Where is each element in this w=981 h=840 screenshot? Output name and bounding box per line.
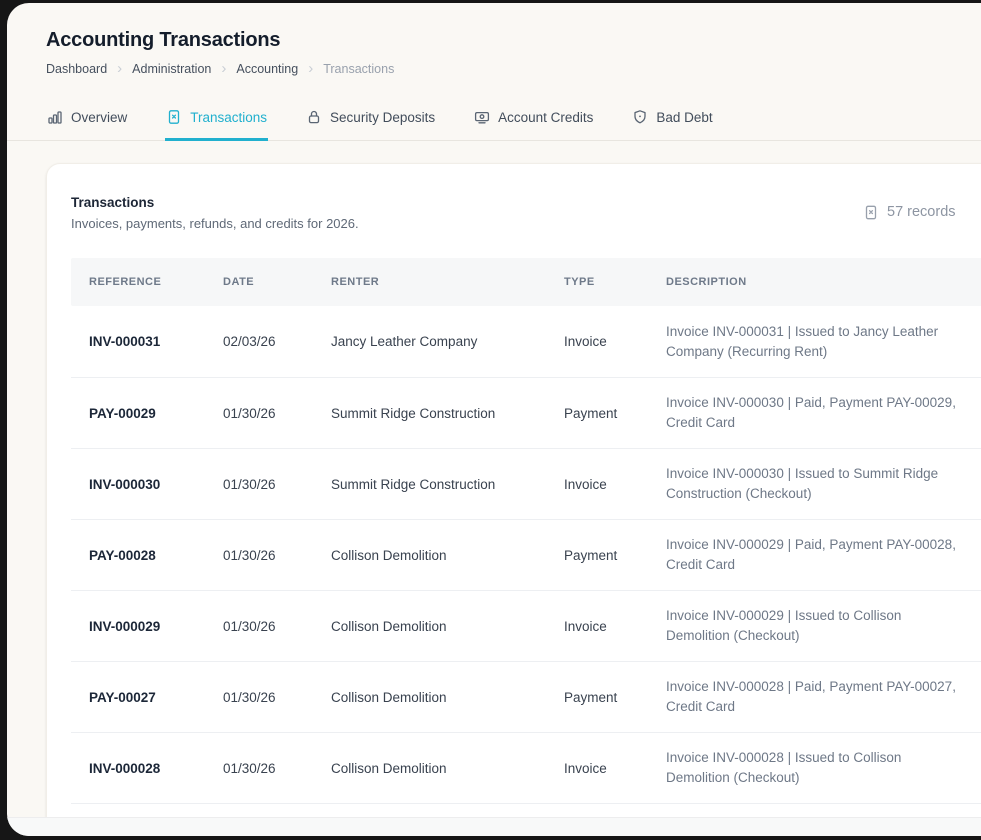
app-window: Accounting Transactions Dashboard › Admini… bbox=[7, 3, 981, 836]
cell-renter: Collison Demolition bbox=[331, 547, 447, 563]
cell-type: Payment bbox=[564, 547, 618, 563]
cell-date: 02/03/26 bbox=[223, 334, 276, 349]
cell-description: Invoice INV-000028 | Issued to Collison … bbox=[666, 750, 902, 785]
cell-description: Invoice INV-000030 | Issued to Summit Ri… bbox=[666, 466, 939, 501]
cell-reference: INV-000031 bbox=[89, 334, 161, 349]
breadcrumb: Dashboard › Administration › Accounting › Tran… bbox=[46, 61, 394, 76]
cell-description: Invoice INV-000030 | Paid, Payment PAY-0… bbox=[666, 395, 956, 430]
records-badge: 57 records bbox=[863, 204, 956, 220]
breadcrumb-item-transactions: Transactions bbox=[323, 61, 395, 76]
cell-renter: Collison Demolition bbox=[331, 760, 447, 776]
cell-description: Invoice INV-000029 | Issued to Collison … bbox=[666, 608, 902, 643]
tab-label: Transactions bbox=[190, 109, 268, 125]
transactions-card: Transactions Invoices, payments, refunds… bbox=[46, 163, 981, 836]
column-header-date: Date bbox=[223, 276, 255, 288]
receipt-icon bbox=[863, 204, 879, 220]
breadcrumb-item-dashboard[interactable]: Dashboard bbox=[46, 61, 108, 76]
column-header-renter: Renter bbox=[331, 276, 380, 288]
card-subtitle: Invoices, payments, refunds, and credits… bbox=[71, 216, 359, 231]
cell-reference: INV-000030 bbox=[89, 476, 161, 492]
cell-date: 01/30/26 bbox=[223, 405, 276, 421]
cell-renter: Collison Demolition bbox=[331, 618, 447, 634]
tab-bar: Overview Transactions Security Deposits Acc… bbox=[7, 107, 981, 141]
cell-reference: PAY-00029 bbox=[89, 405, 156, 421]
breadcrumb-separator-icon: › bbox=[221, 60, 227, 77]
tab-label: Security Deposits bbox=[330, 109, 436, 125]
cell-description: Invoice INV-000028 | Paid, Payment PAY-0… bbox=[666, 679, 956, 714]
records-count: 57 records bbox=[887, 204, 956, 220]
cell-date: 01/30/26 bbox=[223, 760, 276, 776]
cell-date: 01/30/26 bbox=[223, 476, 276, 492]
receipt-icon bbox=[166, 109, 182, 125]
tab-security-deposits[interactable]: Security Deposits bbox=[305, 107, 436, 141]
tab-overview[interactable]: Overview bbox=[46, 107, 128, 141]
cell-reference: PAY-00028 bbox=[89, 547, 156, 563]
cell-reference: INV-000029 bbox=[89, 618, 161, 634]
cell-date: 01/30/26 bbox=[223, 618, 276, 634]
cell-reference: PAY-00027 bbox=[89, 689, 156, 705]
column-header-type: Type bbox=[564, 276, 595, 288]
breadcrumb-separator-icon: › bbox=[117, 60, 123, 77]
cell-date: 01/30/26 bbox=[223, 547, 276, 563]
cell-renter: Summit Ridge Construction bbox=[331, 476, 496, 492]
cell-type: Invoice bbox=[564, 618, 607, 634]
tab-label: Account Credits bbox=[498, 109, 594, 125]
cell-type: Payment bbox=[564, 405, 618, 421]
breadcrumb-item-accounting[interactable]: Accounting bbox=[236, 61, 299, 76]
cell-type: Invoice bbox=[564, 334, 607, 349]
table-body: INV-000031 02/03/26 Jancy Leather Company I… bbox=[71, 306, 981, 804]
table-row[interactable]: INV-000029 01/30/26 Collison Demolition Inv… bbox=[71, 590, 981, 661]
transactions-table: Reference Date Renter Type Description INV-0… bbox=[71, 258, 981, 804]
breadcrumb-item-administration[interactable]: Administration bbox=[132, 61, 212, 76]
cell-type: Invoice bbox=[564, 760, 607, 776]
table-row[interactable]: INV-000030 01/30/26 Summit Ridge Construct… bbox=[71, 448, 981, 519]
tab-bad-debt[interactable]: Bad Debt bbox=[631, 107, 713, 141]
cell-renter: Collison Demolition bbox=[331, 689, 447, 705]
table-row[interactable]: INV-000031 02/03/26 Jancy Leather Company I… bbox=[71, 306, 981, 377]
cell-renter: Summit Ridge Construction bbox=[331, 405, 496, 421]
cell-date: 01/30/26 bbox=[223, 689, 276, 705]
lock-icon bbox=[306, 109, 322, 125]
tab-label: Overview bbox=[71, 109, 128, 125]
breadcrumb-separator-icon: › bbox=[308, 60, 314, 77]
table-header-row: Reference Date Renter Type Description bbox=[71, 258, 981, 306]
table-row[interactable]: PAY-00027 01/30/26 Collison Demolition Paym… bbox=[71, 661, 981, 732]
bar-chart-icon bbox=[47, 109, 63, 125]
cell-type: Payment bbox=[564, 689, 618, 705]
column-header-description: Description bbox=[666, 276, 747, 288]
table-row[interactable]: PAY-00028 01/30/26 Collison Demolition Paym… bbox=[71, 519, 981, 590]
table-row[interactable]: INV-000028 01/30/26 Collison Demolition Inv… bbox=[71, 732, 981, 803]
cell-description: Invoice INV-000031 | Issued to Jancy Lea… bbox=[666, 323, 939, 359]
page-title: Accounting Transactions bbox=[46, 29, 281, 51]
tab-transactions[interactable]: Transactions bbox=[165, 107, 269, 141]
card-title: Transactions bbox=[71, 195, 155, 210]
table-row[interactable]: PAY-00029 01/30/26 Summit Ridge Constructi… bbox=[71, 377, 981, 448]
cell-description: Invoice INV-000029 | Paid, Payment PAY-0… bbox=[666, 537, 956, 572]
banknote-icon bbox=[474, 109, 490, 125]
window-footer bbox=[7, 817, 981, 836]
shield-icon bbox=[632, 109, 648, 125]
cell-reference: INV-000028 bbox=[89, 760, 161, 776]
cell-type: Invoice bbox=[564, 476, 607, 492]
tab-account-credits[interactable]: Account Credits bbox=[473, 107, 594, 141]
column-header-reference: Reference bbox=[89, 276, 162, 288]
cell-renter: Jancy Leather Company bbox=[331, 334, 478, 349]
tab-label: Bad Debt bbox=[656, 109, 713, 125]
